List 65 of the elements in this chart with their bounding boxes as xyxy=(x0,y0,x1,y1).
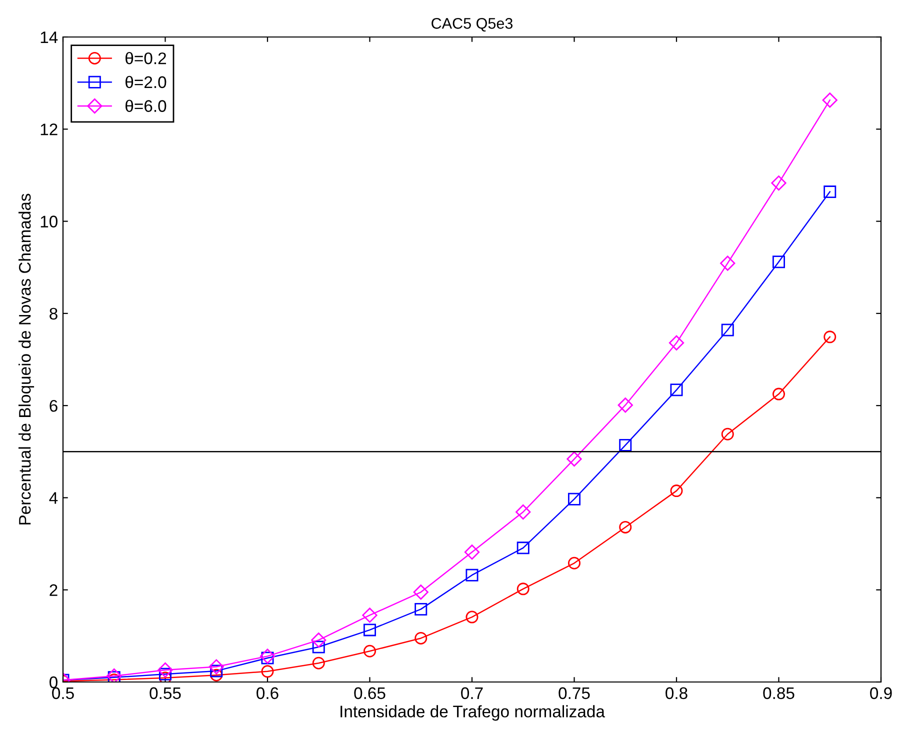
point xyxy=(516,504,531,520)
point xyxy=(670,384,683,396)
y-tick-label: 6 xyxy=(50,400,58,412)
point xyxy=(414,602,428,616)
y-tick-label: 8 xyxy=(50,308,58,320)
point xyxy=(210,664,223,678)
point xyxy=(261,665,274,678)
point xyxy=(362,608,378,623)
point xyxy=(261,652,274,664)
y-tick-label: 2 xyxy=(50,584,58,596)
point xyxy=(159,668,172,680)
point xyxy=(720,256,736,271)
legend-label: θ=2.0 xyxy=(126,76,166,88)
point xyxy=(824,186,836,198)
y-tick-label: 4 xyxy=(49,492,58,504)
x-tick-label: 0.7 xyxy=(461,687,483,700)
point xyxy=(619,438,632,452)
point xyxy=(208,659,224,674)
point xyxy=(516,542,530,554)
point xyxy=(466,610,478,624)
point xyxy=(824,330,836,344)
point xyxy=(210,668,223,682)
y-tick-label: 0 xyxy=(50,676,58,688)
point xyxy=(772,388,785,400)
point xyxy=(414,632,428,644)
y-tick-label: 14 xyxy=(40,32,58,44)
point xyxy=(158,662,173,678)
point xyxy=(568,556,580,570)
point xyxy=(464,544,480,560)
point xyxy=(618,398,633,413)
point xyxy=(260,648,276,664)
point xyxy=(413,584,428,600)
y-tick-label: 12 xyxy=(40,124,58,136)
point xyxy=(721,324,734,336)
point xyxy=(312,656,325,670)
point xyxy=(619,520,632,534)
x-axis-title: Intensidade de Trafego normalizada xyxy=(340,705,605,721)
legend-label: θ=0.2 xyxy=(126,52,166,64)
point xyxy=(364,624,376,636)
x-tick-label: 0.75 xyxy=(558,687,590,700)
y-axis-title: Percentual de Bloqueio de Novas Chamadas xyxy=(18,194,34,524)
x-tick-label: 0.6 xyxy=(256,687,278,700)
point xyxy=(312,640,325,654)
point xyxy=(568,492,580,506)
point xyxy=(466,568,478,582)
x-tick-label: 0.5 xyxy=(52,687,74,700)
point xyxy=(566,451,582,467)
point xyxy=(772,256,785,268)
point xyxy=(822,92,838,108)
point xyxy=(771,175,786,191)
y-tick-label: 10 xyxy=(40,216,58,228)
x-tick-label: 0.55 xyxy=(150,687,181,700)
x-tick-label: 0.85 xyxy=(763,687,794,700)
point xyxy=(668,335,684,350)
x-tick-label: 0.8 xyxy=(666,687,688,700)
point xyxy=(516,582,530,596)
legend-label: θ=6.0 xyxy=(126,100,166,112)
chart-title: CAC5 Q5e3 xyxy=(432,18,513,32)
point xyxy=(106,668,122,682)
x-tick-label: 0.65 xyxy=(354,687,386,700)
x-tick-label: 0.9 xyxy=(870,687,892,700)
point xyxy=(364,644,376,658)
point xyxy=(670,484,683,498)
point xyxy=(721,428,734,440)
point xyxy=(311,632,326,648)
